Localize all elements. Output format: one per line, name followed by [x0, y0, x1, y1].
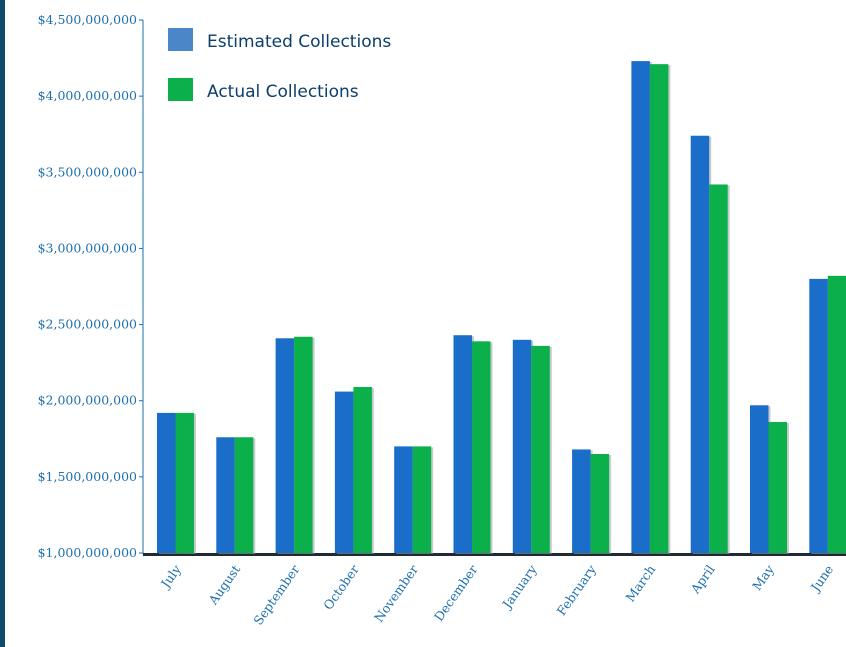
x-tick-label: June	[806, 562, 836, 596]
x-tick-label: April	[687, 562, 718, 597]
x-tick-label: May	[749, 561, 777, 593]
bar-estimated	[216, 437, 235, 553]
legend-label-estimated: Estimated Collections	[207, 32, 391, 52]
y-tick-label: $4,000,000,000	[38, 88, 137, 103]
legend-swatch-estimated	[168, 28, 193, 51]
bar-estimated	[157, 412, 176, 553]
x-tick-label: March	[622, 562, 658, 604]
bar-actual	[472, 341, 491, 553]
bar-actual	[412, 446, 432, 553]
axes	[142, 20, 846, 556]
bar-actual	[827, 275, 846, 553]
y-tick-label: $1,000,000,000	[38, 545, 137, 560]
x-tick-label: September	[250, 562, 302, 628]
bar-estimated	[512, 339, 532, 553]
x-tick-label: August	[205, 562, 243, 608]
y-axis-ticks: $1,000,000,000 $1,500,000,000 $2,000,000,0…	[38, 12, 143, 560]
y-tick-label: $1,500,000,000	[38, 469, 137, 484]
bar-estimated	[750, 405, 769, 553]
x-tick-label: February	[554, 561, 600, 618]
bar-actual	[353, 387, 372, 553]
x-tick-label: December	[431, 562, 481, 624]
bar-actual	[709, 184, 728, 553]
y-tick-label: $3,000,000,000	[38, 240, 137, 255]
bar-estimated	[334, 391, 354, 553]
bar-estimated	[809, 278, 828, 553]
legend-label-actual: Actual Collections	[207, 82, 359, 102]
bar-estimated	[572, 449, 591, 553]
bar-estimated	[690, 135, 710, 554]
bar-actual	[531, 345, 550, 553]
bar-actual	[768, 422, 787, 553]
bar-estimated	[394, 446, 413, 553]
bar-estimated	[453, 335, 472, 553]
bar-actual	[175, 412, 194, 553]
legend-swatch-actual	[168, 78, 193, 101]
bars	[157, 61, 846, 555]
bar-actual	[294, 336, 313, 553]
x-tick-label: November	[371, 562, 421, 625]
bar-actual	[234, 437, 254, 553]
bar-estimated	[275, 338, 295, 553]
y-tick-label: $2,500,000,000	[38, 317, 137, 332]
bar-actual	[590, 454, 610, 553]
x-tick-label: January	[498, 561, 540, 612]
legend: Estimated Collections Actual Collections	[168, 28, 391, 102]
bar-estimated	[631, 61, 650, 554]
x-axis-ticks: July August September October November Decemb…	[157, 561, 837, 627]
y-tick-label: $3,500,000,000	[38, 164, 137, 179]
bar-chart: $1,000,000,000 $1,500,000,000 $2,000,000,0…	[38, 12, 846, 628]
x-tick-label: July	[157, 561, 185, 592]
x-tick-label: October	[320, 562, 362, 613]
y-tick-label: $2,000,000,000	[38, 393, 137, 408]
bar-actual	[649, 64, 669, 554]
y-tick-label: $4,500,000,000	[38, 12, 137, 27]
